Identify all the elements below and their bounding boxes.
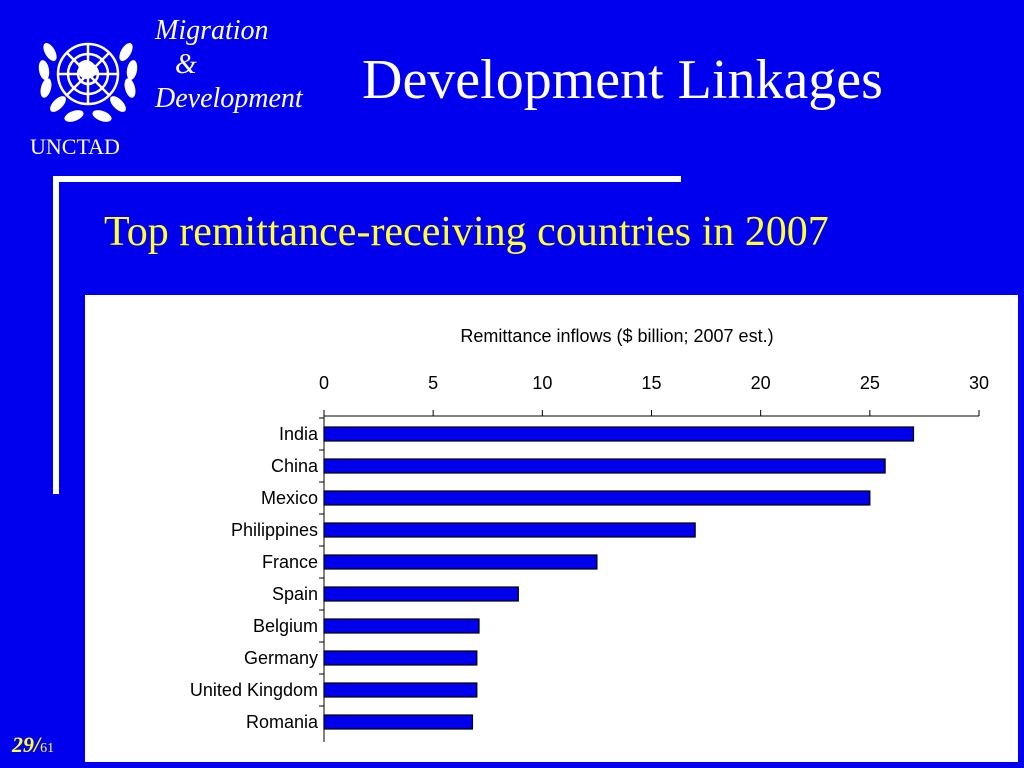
bar-romania (323, 714, 474, 730)
category-label: France (262, 552, 318, 572)
category-label: India (279, 424, 319, 444)
category-label: Belgium (253, 616, 318, 636)
category-label: China (271, 456, 319, 476)
page-total: 61 (40, 741, 55, 756)
category-label: United Kingdom (190, 680, 318, 700)
page-number: 29/61 (12, 732, 54, 758)
brand-line-1: Migration (155, 15, 269, 46)
x-tick-label: 0 (319, 373, 329, 393)
chart-title: Remittance inflows ($ billion; 2007 est.… (460, 326, 773, 346)
slide-subtitle: Top remittance-receiving countries in 20… (104, 209, 829, 255)
bar-germany (323, 650, 478, 666)
x-tick-label: 15 (641, 373, 661, 393)
bar-spain (323, 586, 519, 602)
page-current: 29/ (12, 732, 41, 757)
category-label: Romania (246, 712, 319, 732)
bar-china (323, 458, 886, 474)
bar-india (323, 426, 915, 442)
slide-title: Development Linkages (362, 49, 883, 111)
bar-united-kingdom (323, 682, 478, 698)
x-tick-label: 25 (860, 373, 880, 393)
bar-mexico (323, 490, 871, 506)
brand-text: Migration & Development (155, 14, 303, 116)
bar-philippines (323, 522, 696, 538)
category-label: Spain (272, 584, 318, 604)
brand-line-3: Development (155, 83, 303, 114)
category-label: Mexico (261, 488, 318, 508)
x-tick-label: 5 (428, 373, 438, 393)
bar-chart: Remittance inflows ($ billion; 2007 est.… (190, 326, 989, 742)
decorative-rule-vertical (53, 176, 59, 494)
x-tick-label: 30 (969, 373, 989, 393)
org-name: UNCTAD (30, 134, 120, 159)
brand-line-2: & (175, 49, 197, 80)
category-label: Philippines (231, 520, 318, 540)
chart-panel: Remittance inflows ($ billion; 2007 est.… (85, 295, 1018, 762)
x-tick-label: 10 (532, 373, 552, 393)
category-label: Germany (244, 648, 318, 668)
bar-belgium (323, 618, 480, 634)
decorative-rule-horizontal (53, 176, 681, 182)
x-tick-label: 20 (751, 373, 771, 393)
un-emblem-icon (38, 42, 138, 122)
bar-france (323, 554, 598, 570)
